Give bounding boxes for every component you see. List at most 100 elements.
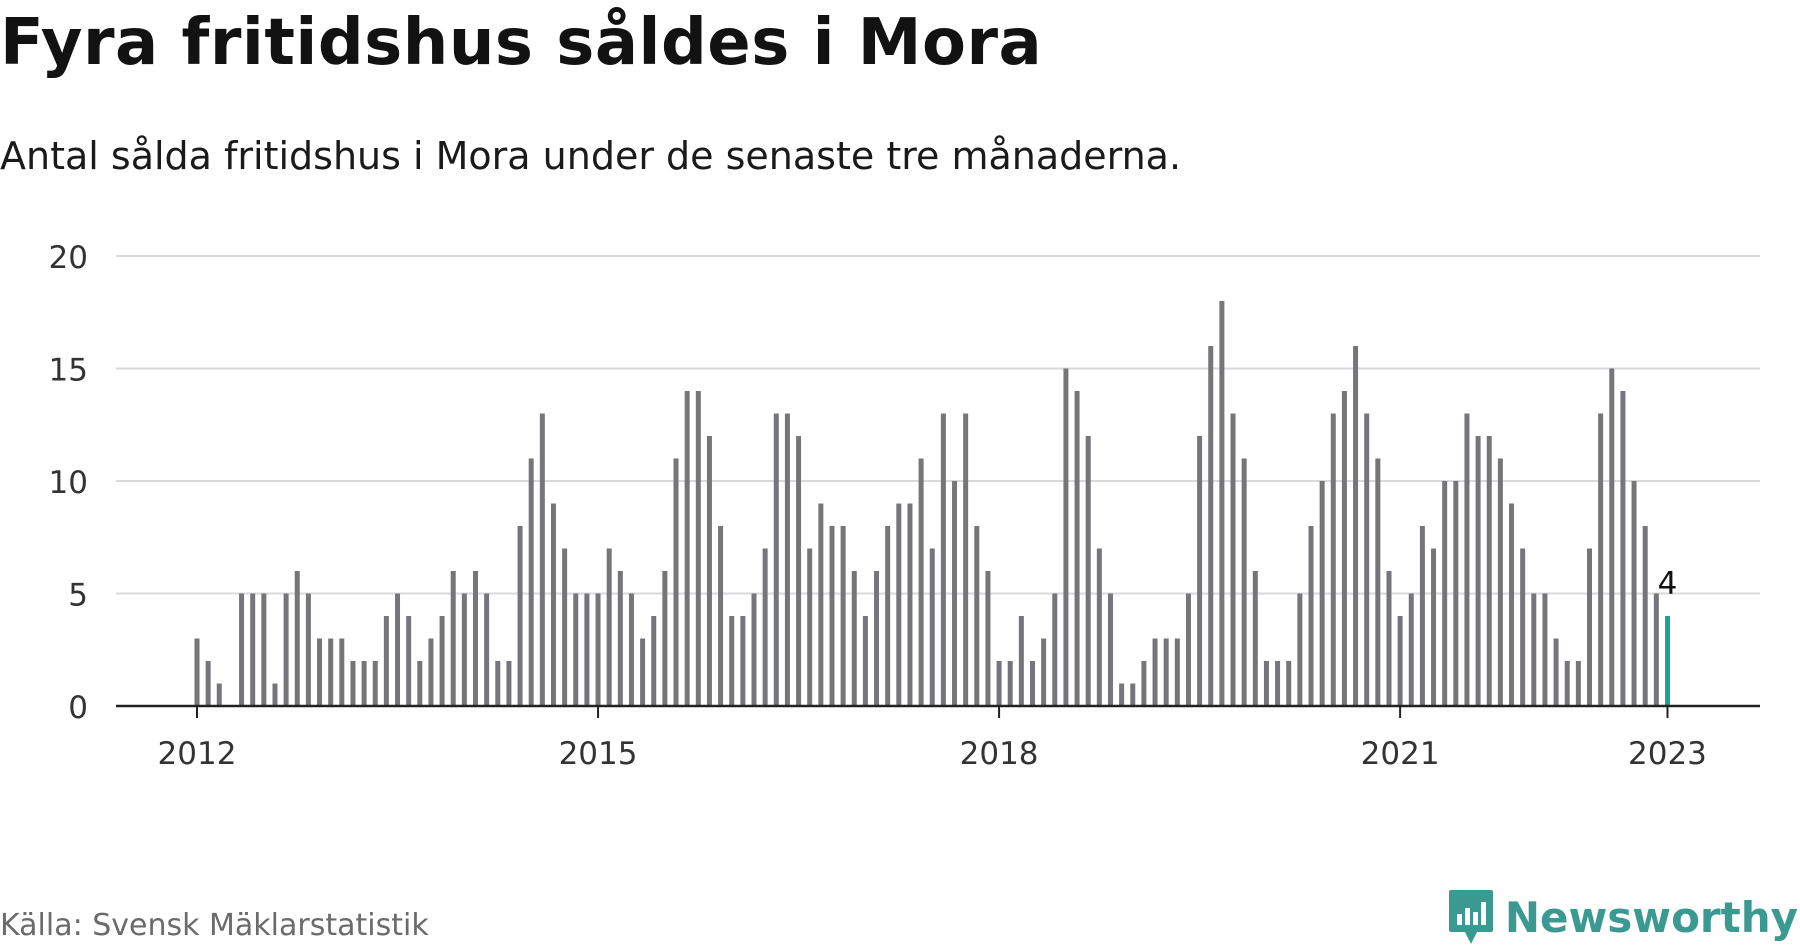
bar (1475, 436, 1481, 706)
bar (1018, 616, 1024, 706)
bar (1453, 481, 1459, 706)
bar (1041, 638, 1047, 706)
bar (628, 593, 634, 706)
bar (216, 683, 222, 706)
bar (952, 481, 958, 706)
bar (1197, 436, 1203, 706)
bar (450, 571, 456, 706)
bar (1364, 413, 1370, 706)
bar (584, 593, 590, 706)
bar (918, 458, 924, 706)
page-subtitle: Antal sålda fritidshus i Mora under de s… (0, 134, 1182, 178)
bar (1063, 368, 1069, 706)
bar (417, 661, 423, 706)
bar (1341, 391, 1347, 706)
bar (840, 526, 846, 706)
bar (1319, 481, 1325, 706)
bar (729, 616, 735, 706)
bar (1107, 593, 1113, 706)
bar (1119, 683, 1125, 706)
x-tick-label: 2021 (1361, 736, 1440, 772)
bar (250, 593, 256, 706)
newsworthy-logo-icon (1448, 890, 1493, 944)
bar (617, 571, 623, 706)
bar (1263, 661, 1269, 706)
y-tick-label: 0 (68, 690, 88, 726)
bar (239, 593, 245, 706)
bar (272, 683, 278, 706)
x-tick-label: 2018 (960, 736, 1039, 772)
bar (1609, 368, 1615, 706)
bar (651, 616, 657, 706)
bar (1542, 593, 1548, 706)
x-tick-label: 2023 (1628, 736, 1707, 772)
bar (1230, 413, 1236, 706)
bar (1007, 661, 1013, 706)
bar (662, 571, 668, 706)
bar (1030, 661, 1035, 706)
brand[interactable]: Newsworthy (1447, 888, 1798, 946)
bar (1241, 458, 1247, 706)
bar (194, 638, 200, 706)
bar (517, 526, 523, 706)
bar (1442, 481, 1448, 706)
bar (539, 413, 545, 706)
y-tick-label: 5 (68, 578, 88, 614)
bar (428, 638, 434, 706)
bar (751, 593, 757, 706)
bar (1252, 571, 1258, 706)
bar (695, 391, 701, 706)
source-note: Källa: Svensk Mäklarstatistik (0, 908, 429, 943)
bar (339, 638, 345, 706)
bar (718, 526, 724, 706)
bar (1598, 413, 1604, 706)
bar (283, 593, 289, 706)
y-tick-label: 20 (49, 240, 88, 276)
labels: 0 5 10 15 20 2012 2015 2018 2021 2023 4 (49, 240, 1707, 772)
bar (896, 503, 902, 706)
bar (874, 571, 880, 706)
bar (439, 616, 445, 706)
bar (1308, 526, 1314, 706)
bar (350, 661, 356, 706)
bar (1408, 593, 1414, 706)
x-tick-label: 2015 (559, 736, 638, 772)
bar (829, 526, 835, 706)
bar (796, 436, 802, 706)
bar (305, 593, 311, 706)
bar (706, 436, 712, 706)
bar (1275, 661, 1281, 706)
bar (1631, 481, 1637, 706)
bar (1486, 436, 1492, 706)
bar (1497, 458, 1503, 706)
bar (550, 503, 556, 706)
bar (317, 638, 323, 706)
bar (461, 593, 467, 706)
bar (1386, 571, 1392, 706)
bar (484, 593, 490, 706)
bar (573, 593, 579, 706)
bar (1464, 413, 1470, 706)
bar (985, 571, 991, 706)
bar (383, 616, 389, 706)
bar (562, 548, 568, 706)
brand-name: Newsworthy (1504, 892, 1798, 942)
bar (1375, 458, 1381, 706)
y-tick-label: 15 (49, 353, 88, 389)
bar (1642, 526, 1648, 706)
bar (1653, 593, 1659, 706)
bar (528, 458, 534, 706)
bar (1141, 661, 1147, 706)
bar (974, 526, 980, 706)
grid-lines (116, 255, 1760, 595)
bar (1531, 593, 1537, 706)
bar (996, 661, 1002, 706)
bar (818, 503, 824, 706)
bar (940, 413, 946, 706)
bar (1163, 638, 1169, 706)
bar (851, 571, 857, 706)
bar (1564, 661, 1570, 706)
bar (1587, 548, 1592, 706)
bar (1052, 593, 1058, 706)
bar-highlight (1664, 616, 1670, 706)
